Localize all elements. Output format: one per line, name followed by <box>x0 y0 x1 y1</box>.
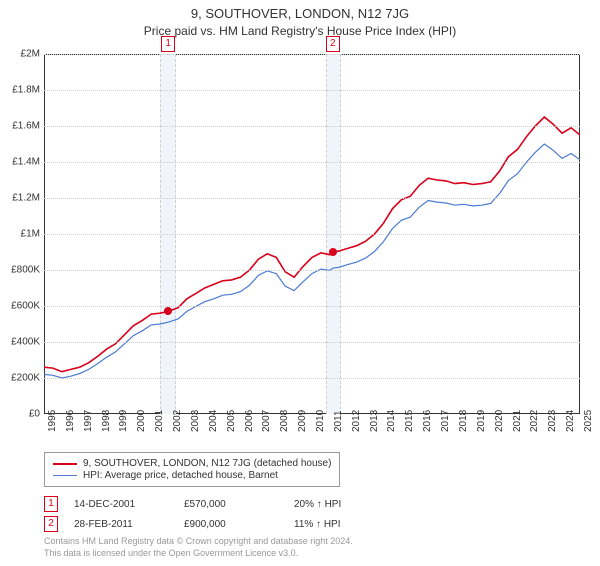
x-axis-label: 1997 <box>83 410 94 432</box>
gridline-h <box>44 54 580 55</box>
sale-price: £570,000 <box>184 499 274 510</box>
legend-label: 9, SOUTHOVER, LONDON, N12 7JG (detached … <box>83 458 331 469</box>
sale-date: 14-DEC-2001 <box>74 499 164 510</box>
y-axis-label: £1M <box>0 229 40 240</box>
x-axis-label: 2003 <box>190 410 201 432</box>
x-axis-label: 2005 <box>226 410 237 432</box>
gridline-h <box>44 378 580 379</box>
x-axis-label: 2008 <box>279 410 290 432</box>
sale-hpi-diff: 20% ↑ HPI <box>294 499 384 510</box>
gridline-h <box>44 306 580 307</box>
x-axis-label: 2017 <box>440 410 451 432</box>
x-axis-label: 2009 <box>297 410 308 432</box>
sale-number-box: 1 <box>44 496 58 512</box>
x-axis-label: 2020 <box>494 410 505 432</box>
x-axis-label: 1999 <box>118 410 129 432</box>
x-axis-label: 2011 <box>333 410 344 432</box>
x-axis-label: 2000 <box>136 410 147 432</box>
x-axis-label: 2021 <box>512 410 523 432</box>
y-axis-label: £1.6M <box>0 121 40 132</box>
chart-subtitle: Price paid vs. HM Land Registry's House … <box>0 24 600 38</box>
x-axis-label: 2023 <box>547 410 558 432</box>
chart-plot-area: £0£200K£400K£600K£800K£1M£1.2M£1.4M£1.6M… <box>44 54 580 414</box>
legend-swatch <box>53 463 77 465</box>
gridline-h <box>44 126 580 127</box>
x-axis-label: 2012 <box>351 410 362 432</box>
series-line <box>44 117 580 372</box>
legend-swatch <box>53 475 77 476</box>
gridline-h <box>44 234 580 235</box>
chart-legend: 9, SOUTHOVER, LONDON, N12 7JG (detached … <box>44 452 340 487</box>
sale-dot <box>164 307 172 315</box>
x-axis-label: 2004 <box>208 410 219 432</box>
x-axis-label: 2024 <box>565 410 576 432</box>
sale-hpi-diff: 11% ↑ HPI <box>294 519 384 530</box>
sale-marker-box: 1 <box>161 36 175 52</box>
x-axis-label: 2002 <box>172 410 183 432</box>
x-axis-label: 1995 <box>47 410 58 432</box>
gridline-h <box>44 90 580 91</box>
sale-price: £900,000 <box>184 519 274 530</box>
legend-row: HPI: Average price, detached house, Barn… <box>53 470 331 481</box>
x-axis-label: 2022 <box>529 410 540 432</box>
attribution-line1: Contains HM Land Registry data © Crown c… <box>44 536 353 548</box>
x-axis-label: 2001 <box>154 410 165 432</box>
x-axis-label: 1996 <box>65 410 76 432</box>
y-axis-label: £600K <box>0 301 40 312</box>
gridline-h <box>44 270 580 271</box>
sales-table: 1 14-DEC-2001 £570,000 20% ↑ HPI 2 28-FEB-201… <box>44 496 404 536</box>
x-axis-label: 2018 <box>458 410 469 432</box>
y-axis-label: £800K <box>0 265 40 276</box>
x-axis-label: 2007 <box>261 410 272 432</box>
y-axis-label: £2M <box>0 49 40 60</box>
legend-label: HPI: Average price, detached house, Barn… <box>83 470 278 481</box>
x-axis-label: 2025 <box>583 410 594 432</box>
chart-container: 9, SOUTHOVER, LONDON, N12 7JG Price paid… <box>0 6 600 566</box>
sale-number-box: 2 <box>44 516 58 532</box>
y-axis-label: £0 <box>0 409 40 420</box>
attribution-line2: This data is licensed under the Open Gov… <box>44 548 353 560</box>
sale-marker-box: 2 <box>326 36 340 52</box>
y-axis-label: £1.2M <box>0 193 40 204</box>
legend-row: 9, SOUTHOVER, LONDON, N12 7JG (detached … <box>53 458 331 469</box>
x-axis-label: 2019 <box>476 410 487 432</box>
sale-row: 2 28-FEB-2011 £900,000 11% ↑ HPI <box>44 516 404 532</box>
gridline-h <box>44 342 580 343</box>
x-axis-label: 2010 <box>315 410 326 432</box>
gridline-h <box>44 198 580 199</box>
sale-dot <box>329 248 337 256</box>
sale-date: 28-FEB-2011 <box>74 519 164 530</box>
x-axis-label: 2016 <box>422 410 433 432</box>
attribution-text: Contains HM Land Registry data © Crown c… <box>44 536 353 559</box>
x-axis-label: 2013 <box>369 410 380 432</box>
chart-title-address: 9, SOUTHOVER, LONDON, N12 7JG <box>0 6 600 21</box>
y-axis-label: £200K <box>0 373 40 384</box>
y-axis-label: £1.4M <box>0 157 40 168</box>
x-axis-label: 2006 <box>244 410 255 432</box>
x-axis-label: 2015 <box>404 410 415 432</box>
y-axis-label: £1.8M <box>0 85 40 96</box>
y-axis-label: £400K <box>0 337 40 348</box>
gridline-h <box>44 162 580 163</box>
x-axis-label: 2014 <box>386 410 397 432</box>
x-axis-label: 1998 <box>101 410 112 432</box>
sale-row: 1 14-DEC-2001 £570,000 20% ↑ HPI <box>44 496 404 512</box>
